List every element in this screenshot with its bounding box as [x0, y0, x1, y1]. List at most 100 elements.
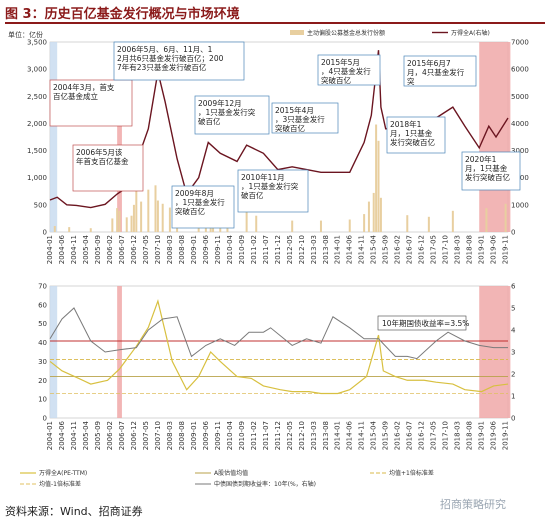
- annotation-text: 突破百亿: [321, 75, 351, 85]
- fund-issuance-bar: [372, 192, 375, 232]
- pe-ttm-line: [49, 298, 509, 395]
- top-x-tick-label: 2015-09: [382, 235, 390, 264]
- top-x-tick-label: 2012-05: [286, 235, 294, 264]
- fund-issuance-bar: [485, 208, 488, 232]
- bottom-x-tick-label: 2006-12: [130, 421, 138, 450]
- annotation-text: 7年有23只基金发行破百亿: [117, 62, 207, 72]
- top-x-tick-label: 2013-03: [310, 235, 318, 264]
- annotation-text: 破百亿: [198, 116, 221, 126]
- fund-issuance-bar: [451, 210, 454, 232]
- top-x-tick-label: 2019-06: [490, 234, 498, 264]
- bottom-y2-tick-label: 5: [511, 305, 515, 313]
- fund-issuance-bar: [427, 216, 430, 232]
- bottom-x-tick-label: 2006-07: [118, 421, 126, 450]
- bottom-highlight-band-0: [50, 286, 58, 418]
- bottom-x-tick-label: 2019-06: [490, 420, 498, 450]
- annotation-text: 年首支百亿基金: [76, 156, 129, 166]
- bottom-y-tick-label: 30: [38, 358, 47, 366]
- top-highlight-band-0: [50, 42, 58, 232]
- top-x-tick-label: 2010-09: [238, 235, 246, 264]
- top-x-tick-label: 2014-11: [358, 235, 366, 264]
- bond-ref-annotation-text: 10年期国债收益率=3.5%: [382, 318, 469, 328]
- annotation-text: ，1只基金发行突: [241, 181, 299, 191]
- top-x-tick-label: 2014-01: [334, 235, 342, 264]
- annotation-text: 2020年1: [465, 154, 497, 164]
- bottom-y-tick-label: 70: [38, 283, 47, 291]
- top-x-tick-label: 2006-02: [106, 235, 114, 264]
- bottom-x-tick-label: 2016-12: [418, 421, 426, 450]
- fund-issuance-bar: [116, 208, 119, 232]
- top-x-tick-label: 2008-03: [166, 235, 174, 264]
- fund-issuance-bar: [375, 124, 378, 232]
- bottom-x-tick-label: 2018-03: [454, 421, 462, 450]
- bottom-x-tick-label: 2004-06: [58, 420, 66, 450]
- top-x-tick-label: 2019-01: [478, 235, 486, 264]
- fund-issuance-bar: [348, 219, 351, 232]
- top-y2-tick-label: 4000: [511, 120, 529, 128]
- bottom-y2-tick-label: 0: [511, 415, 515, 423]
- top-y-tick-label: 500: [34, 201, 47, 209]
- legend-label-mean: A股估值均值: [214, 469, 248, 477]
- fund-issuance-bar: [132, 204, 135, 232]
- bottom-x-tick-label: 2008-03: [166, 421, 174, 450]
- top-x-tick-label: 2004-01: [46, 235, 54, 264]
- annotation-text: 月，4只基金发行: [407, 67, 465, 77]
- top-x-tick-label: 2013-08: [322, 235, 330, 264]
- top-y2-tick-label: 6000: [511, 66, 529, 74]
- bottom-y2-tick-label: 6: [511, 283, 516, 291]
- bottom-plot-frame: [49, 285, 509, 419]
- fund-issuance-bar: [319, 220, 322, 232]
- annotation-text: ，1只基金发行突: [198, 107, 256, 117]
- top-x-tick-label: 2006-12: [130, 235, 138, 264]
- top-x-tick-label: 2004-06: [58, 234, 66, 264]
- annotation-text: 2015年6月7: [407, 58, 451, 68]
- bottom-x-tick-label: 2014-01: [334, 421, 342, 450]
- bottom-x-tick-label: 2019-11: [502, 421, 510, 450]
- annotation-text: 发行突破百亿: [390, 137, 435, 147]
- fund-issuance-bar: [118, 210, 121, 232]
- annotation-box: [171, 185, 235, 229]
- top-y-tick-label: 0: [43, 229, 47, 237]
- top-y-axis-title: 单位：亿份: [8, 30, 43, 39]
- top-x-tick-label: 2016-12: [418, 235, 426, 264]
- bottom-x-tick-label: 2015-09: [382, 421, 390, 450]
- bottom-x-tick-label: 2017-05: [430, 421, 438, 450]
- top-x-tick-label: 2015-04: [370, 234, 378, 264]
- bond-ref-annotation-box: [377, 315, 467, 331]
- annotation-text: ，1只基金发行: [175, 197, 225, 207]
- fund-issuance-bar: [125, 217, 128, 232]
- annotation-text: 2015年4月: [275, 105, 314, 115]
- top-x-tick-label: 2018-03: [454, 235, 462, 264]
- top-x-tick-label: 2011-12: [274, 235, 282, 264]
- bottom-x-tick-label: 2012-10: [298, 421, 306, 450]
- annotation-text: ，4只基金发行: [321, 66, 371, 76]
- top-highlight-band-1: [117, 42, 122, 232]
- bottom-y2-tick-label: 4: [511, 327, 516, 335]
- annotation-text: ，3只基金发行: [275, 114, 325, 124]
- top-y-tick-label: 1,500: [27, 147, 47, 155]
- top-x-tick-label: 2004-11: [70, 235, 78, 264]
- top-x-tick-label: 2006-07: [118, 235, 126, 264]
- fund-issuance-bar: [53, 226, 56, 232]
- annotation-text: 突: [407, 76, 415, 86]
- bottom-y2-tick-label: 2: [511, 371, 515, 379]
- annotation-box: [271, 102, 339, 134]
- top-x-tick-label: 2009-11: [214, 235, 222, 264]
- bottom-x-tick-label: 2014-06: [346, 420, 354, 450]
- annotation-text: 突破百亿: [275, 123, 305, 133]
- top-y-tick-label: 3,500: [27, 39, 47, 47]
- bottom-y-tick-label: 60: [38, 301, 47, 309]
- legend-label-pe: 万得全A(PE-TTM): [39, 469, 87, 477]
- bottom-y-tick-label: 0: [43, 415, 47, 423]
- annotation-text: 破百亿: [241, 190, 264, 200]
- top-y-tick-label: 2,500: [27, 93, 47, 101]
- annotation-box: [237, 169, 309, 213]
- fund-issuance-bar: [140, 201, 143, 232]
- fund-issuance-bar: [130, 215, 133, 232]
- top-x-tick-label: 2018-08: [466, 235, 474, 264]
- fund-issuance-bar: [89, 228, 92, 232]
- fund-issuance-bar: [135, 189, 138, 232]
- bottom-x-tick-label: 2012-05: [286, 421, 294, 450]
- top-y-tick-label: 2,000: [27, 120, 47, 128]
- fund-issuance-bar: [406, 215, 409, 232]
